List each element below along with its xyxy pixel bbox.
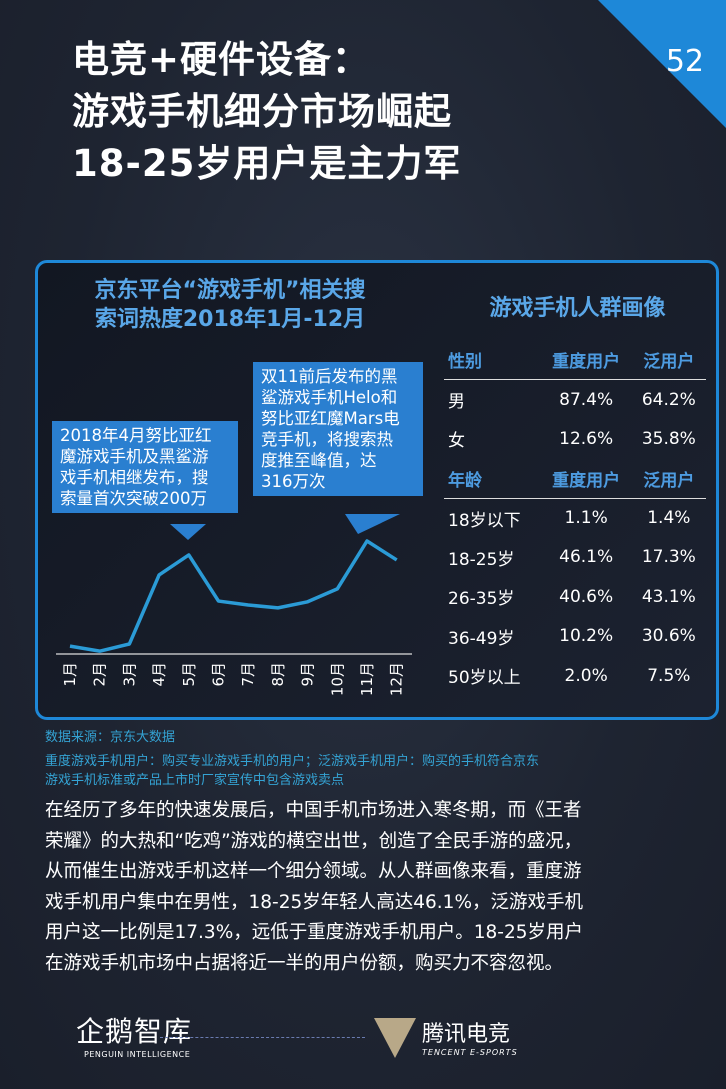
callout-line: 戏手机相继发布，搜 (60, 468, 209, 487)
cell: 26-35岁 (448, 589, 515, 610)
logo-text: 企鹅智库 (76, 1015, 193, 1048)
body-text: 在经历了多年的快速发展后，中国手机市场进入寒冬期，而《王者 荣耀》的大热和“吃鸡… (45, 796, 705, 979)
x-tick-label: 9月 (299, 662, 317, 687)
x-tick-label: 5月 (180, 662, 198, 687)
callout-line: 魔游戏手机及黑鲨游 (60, 447, 209, 466)
header-cell: 重度用户 (540, 340, 632, 380)
cell: 7.5% (647, 665, 691, 686)
callout-line: 努比亚红魔Mars电 (261, 409, 400, 428)
table-header-row: 年龄 重度用户 泛用户 (444, 458, 706, 499)
page-corner-badge (598, 0, 726, 128)
title-line: 游戏手机细分市场崛起 (72, 90, 452, 133)
header-cell: 年龄 (444, 458, 541, 499)
logo-text: 腾讯电竞 (422, 1022, 511, 1047)
x-tick-label: 11月 (358, 662, 376, 696)
body-line: 在游戏手机市场中占据将近一半的用户份额，购买力不容忽视。 (45, 952, 564, 974)
body-line: 从而催生出游戏手机这样一个细分领域。从人群画像来看，重度游 (45, 861, 582, 882)
body-line: 用户这一比例是17.3%，远低于重度游戏手机用户。18-25岁用户 (45, 922, 584, 943)
logo-subtext: TENCENT E-SPORTS (422, 1048, 518, 1057)
callout-may: 2018年4月努比亚红 魔游戏手机及黑鲨游 戏手机相继发布，搜 索量首次突破20… (52, 421, 238, 513)
cell: 1.4% (647, 508, 691, 528)
penguin-intelligence-logo: 企鹅智库 PENGUIN INTELLIGENCE (76, 1010, 192, 1059)
x-tick-label: 6月 (210, 662, 228, 687)
header-cell: 重度用户 (540, 458, 632, 499)
cell: 10.2% (559, 626, 614, 647)
callout-nov: 双11前后发布的黑 鲨游戏手机Helo和 努比亚红魔Mars电 竞手机，将搜索热… (253, 362, 423, 496)
body-line: 荣耀》的大热和“吃鸡”游戏的横空出世，创造了全民手游的盛况， (45, 830, 583, 852)
cell: 12.6% (559, 428, 614, 449)
footer-divider (160, 1037, 365, 1038)
callout-line: 度推至峰值，达 (261, 451, 377, 470)
chart-title-line: 京东平台“游戏手机”相关搜 (94, 278, 366, 303)
cell: 40.6% (559, 586, 614, 607)
x-tick-label: 4月 (150, 662, 168, 687)
cell: 46.1% (559, 547, 614, 568)
cell: 17.3% (641, 547, 696, 568)
tencent-esports-v-icon (374, 1018, 416, 1058)
table-title: 游戏手机人群画像 (489, 296, 666, 321)
header-cell: 泛用户 (631, 458, 706, 499)
cell: 女 (448, 431, 465, 452)
cell: 64.2% (641, 389, 696, 410)
table-row: 男 87.4% 64.2% (444, 380, 706, 420)
table-row: 26-35岁 40.6% 43.1% (444, 577, 706, 617)
callout-line: 316万次 (261, 472, 326, 491)
x-tick-label: 1月 (61, 662, 79, 687)
cell: 30.6% (641, 626, 696, 647)
x-tick-label: 12月 (388, 662, 406, 696)
cell: 87.4% (559, 389, 614, 410)
table-row: 18-25岁 46.1% 17.3% (444, 538, 706, 578)
x-tick-label: 3月 (120, 662, 138, 687)
cell: 2.0% (564, 665, 608, 686)
cell: 43.1% (641, 586, 696, 607)
header-cell: 泛用户 (631, 340, 706, 380)
cell: 18-25岁 (448, 549, 515, 570)
callout-pointer (170, 524, 206, 540)
cell: 1.1% (564, 508, 608, 528)
data-source: 数据来源：京东大数据 (45, 730, 176, 745)
search-heat-line (69, 539, 398, 653)
table-row: 36-49岁 10.2% 30.6% (444, 617, 706, 657)
callout-line: 双11前后发布的黑 (261, 367, 398, 386)
table-header-row: 性别 重度用户 泛用户 (444, 340, 706, 380)
body-line: 戏手机用户集中在男性，18-25岁年轻人高达46.1%，泛游戏手机 (45, 891, 584, 913)
callout-line: 鲨游戏手机Helo和 (261, 388, 398, 407)
chart-title: 京东平台“游戏手机”相关搜 索词热度2018年1月-12月 (50, 276, 410, 334)
header-cell: 性别 (444, 340, 541, 380)
title-line: 18-25岁用户是主力军 (72, 142, 462, 185)
definition-note: 重度游戏手机用户：购买专业游戏手机的用户；泛游戏手机用户：购买的手机符合京东 游… (45, 752, 539, 790)
cell: 36-49岁 (448, 628, 515, 649)
callout-pointer (345, 514, 400, 534)
cell: 50岁以上 (448, 668, 521, 689)
callout-line: 索量首次突破200万 (60, 489, 207, 508)
table-row: 50岁以上 2.0% 7.5% (444, 656, 706, 696)
callout-line: 竞手机，将搜索热 (261, 430, 393, 449)
x-tick-label: 10月 (328, 662, 346, 696)
cell: 18岁以下 (448, 510, 521, 531)
table-row: 18岁以下 1.1% 1.4% (444, 498, 706, 538)
page-number: 52 (665, 44, 704, 79)
definition-line: 游戏手机标准或产品上市时厂家宣传中包含游戏卖点 (45, 773, 345, 788)
definition-line: 重度游戏手机用户：购买专业游戏手机的用户；泛游戏手机用户：购买的手机符合京东 (45, 754, 540, 769)
user-profile-table: 性别 重度用户 泛用户 男 87.4% 64.2% 女 12.6% 35.8% 年龄 重度用户… (444, 340, 706, 696)
cell: 35.8% (641, 428, 696, 449)
x-tick-label: 7月 (239, 662, 257, 687)
x-tick-label: 2月 (91, 662, 109, 687)
body-line: 在经历了多年的快速发展后，中国手机市场进入寒冬期，而《王者 (45, 800, 582, 821)
x-tick-label: 8月 (269, 662, 287, 687)
page-title: 电竞+硬件设备： 游戏手机细分市场崛起 18-25岁用户是主力军 (72, 34, 461, 190)
tencent-esports-logo: 腾讯电竞 TENCENT E-SPORTS (422, 1016, 518, 1057)
title-line: 电竞+硬件设备： (72, 38, 371, 81)
chart-title-line: 索词热度2018年1月-12月 (94, 307, 366, 332)
callout-line: 2018年4月努比亚红 (60, 426, 212, 445)
logo-subtext: PENGUIN INTELLIGENCE (84, 1050, 191, 1059)
table-row: 女 12.6% 35.8% (444, 419, 706, 459)
cell: 男 (448, 392, 465, 412)
